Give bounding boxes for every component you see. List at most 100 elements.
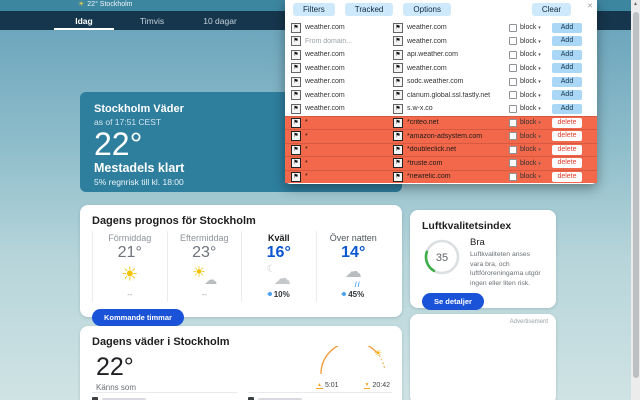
to-domain-field[interactable]: clarium.global.ssl.fastly.net xyxy=(407,91,491,99)
flag-icon[interactable]: ⚑ xyxy=(393,171,403,182)
flag-icon[interactable]: ⚑ xyxy=(291,49,301,60)
flag-icon[interactable]: ⚑ xyxy=(291,103,301,114)
block-checkbox[interactable] xyxy=(509,91,517,100)
coming-hours-button[interactable]: Kommande timmar xyxy=(92,309,184,326)
see-details-button[interactable]: Se detaljer xyxy=(422,293,484,311)
block-checkbox[interactable] xyxy=(509,50,517,59)
from-domain-field[interactable]: weather.com xyxy=(305,64,345,72)
forecast-period[interactable]: Förmiddag 21° -- xyxy=(92,231,167,302)
popup-close-icon[interactable]: ✕ xyxy=(587,3,593,10)
row-action-button[interactable]: Add xyxy=(552,76,582,87)
block-dropdown[interactable]: block ▾ xyxy=(520,173,541,181)
popup-menu-button[interactable]: Filters xyxy=(293,3,335,16)
from-domain-field[interactable]: weather.com xyxy=(305,78,345,86)
forecast-period[interactable]: Kväll 16° 10% xyxy=(241,231,316,302)
block-dropdown[interactable]: block ▾ xyxy=(520,37,541,45)
from-domain-field[interactable]: weather.com xyxy=(305,51,345,59)
to-domain-field[interactable]: *criteo.net xyxy=(407,119,439,127)
block-checkbox[interactable] xyxy=(509,37,517,46)
from-domain-field[interactable]: * xyxy=(305,119,308,127)
flag-icon[interactable]: ⚑ xyxy=(393,131,403,142)
flag-icon[interactable]: ⚑ xyxy=(393,76,403,87)
to-domain-field[interactable]: *amazon-adsystem.com xyxy=(407,132,483,140)
page-scrollbar[interactable]: ▲ xyxy=(631,0,640,400)
row-action-button[interactable]: Add xyxy=(552,103,582,114)
row-action-button[interactable]: Add xyxy=(552,90,582,101)
flag-icon[interactable]: ⚑ xyxy=(393,63,403,74)
to-domain-field[interactable]: sodc.weather.com xyxy=(407,78,464,86)
from-domain-field[interactable]: * xyxy=(305,146,308,154)
block-checkbox[interactable] xyxy=(509,159,517,168)
row-action-button[interactable]: delete xyxy=(552,131,582,142)
block-dropdown[interactable]: block ▾ xyxy=(520,132,541,140)
nav-tab[interactable]: Timvis xyxy=(122,16,182,30)
row-action-button[interactable]: delete xyxy=(552,171,582,182)
to-domain-field[interactable]: *doubleclick.net xyxy=(407,146,457,154)
block-dropdown[interactable]: block ▾ xyxy=(520,119,541,127)
scrollbar-up-icon[interactable]: ▲ xyxy=(633,1,638,7)
flag-icon[interactable]: ⚑ xyxy=(393,36,403,47)
to-domain-field[interactable]: weather.com xyxy=(407,37,447,45)
from-domain-field[interactable]: * xyxy=(305,132,308,140)
flag-icon[interactable]: ⚑ xyxy=(393,90,403,101)
to-domain-field[interactable]: weather.com xyxy=(407,24,447,32)
to-domain-field[interactable]: s.w-x.co xyxy=(407,105,433,113)
forecast-period[interactable]: Över natten 14° 45% xyxy=(315,231,391,302)
from-domain-field[interactable]: weather.com xyxy=(305,24,345,32)
flag-icon[interactable]: ⚑ xyxy=(291,158,301,169)
flag-icon[interactable]: ⚑ xyxy=(393,103,403,114)
flag-icon[interactable]: ⚑ xyxy=(291,117,301,128)
to-domain-field[interactable]: api.weather.com xyxy=(407,51,458,59)
block-checkbox[interactable] xyxy=(509,172,517,181)
row-action-button[interactable]: Add xyxy=(552,49,582,60)
flag-icon[interactable]: ⚑ xyxy=(291,22,301,33)
block-dropdown[interactable]: block ▾ xyxy=(520,64,541,72)
block-dropdown[interactable]: block ▾ xyxy=(520,146,541,154)
row-action-button[interactable]: delete xyxy=(552,117,582,128)
forecast-period[interactable]: Eftermiddag 23° -- xyxy=(166,231,242,302)
block-dropdown[interactable]: block ▾ xyxy=(520,91,541,99)
block-dropdown[interactable]: block ▾ xyxy=(520,51,541,59)
to-domain-field[interactable]: *truste.com xyxy=(407,159,443,167)
block-dropdown[interactable]: block ▾ xyxy=(520,24,541,32)
row-action-button[interactable]: Add xyxy=(552,63,582,74)
flag-icon[interactable]: ⚑ xyxy=(393,144,403,155)
flag-icon[interactable]: ⚑ xyxy=(291,144,301,155)
block-dropdown[interactable]: block ▾ xyxy=(520,105,541,113)
flag-icon[interactable]: ⚑ xyxy=(291,90,301,101)
flag-icon[interactable]: ⚑ xyxy=(393,49,403,60)
flag-icon[interactable]: ⚑ xyxy=(393,22,403,33)
from-domain-field[interactable]: * xyxy=(305,159,308,167)
to-domain-field[interactable]: *newrelic.com xyxy=(407,173,451,181)
block-checkbox[interactable] xyxy=(509,23,517,32)
scrollbar-thumb[interactable] xyxy=(632,12,639,378)
from-domain-field[interactable]: weather.com xyxy=(305,91,345,99)
block-dropdown[interactable]: block ▾ xyxy=(520,159,541,167)
block-checkbox[interactable] xyxy=(509,77,517,86)
from-domain-field[interactable]: From domain... xyxy=(305,37,353,45)
block-checkbox[interactable] xyxy=(509,145,517,154)
flag-icon[interactable]: ⚑ xyxy=(393,117,403,128)
row-action-button[interactable]: Add xyxy=(552,22,582,33)
block-dropdown[interactable]: block ▾ xyxy=(520,78,541,86)
flag-icon[interactable]: ⚑ xyxy=(393,158,403,169)
flag-icon[interactable]: ⚑ xyxy=(291,76,301,87)
nav-tab[interactable]: 10 dagar xyxy=(190,16,250,30)
flag-icon[interactable]: ⚑ xyxy=(291,63,301,74)
row-action-button[interactable]: delete xyxy=(552,144,582,155)
block-checkbox[interactable] xyxy=(509,64,517,73)
popup-menu-button[interactable]: Options xyxy=(403,3,451,16)
row-action-button[interactable]: Add xyxy=(552,36,582,47)
browser-tab[interactable]: ☀ 22° Stockholm xyxy=(78,1,133,8)
flag-icon[interactable]: ⚑ xyxy=(291,131,301,142)
nav-tab[interactable]: Idag xyxy=(54,16,114,30)
block-checkbox[interactable] xyxy=(509,118,517,127)
from-domain-field[interactable]: * xyxy=(305,173,308,181)
row-action-button[interactable]: delete xyxy=(552,158,582,169)
flag-icon[interactable]: ⚑ xyxy=(291,171,301,182)
block-checkbox[interactable] xyxy=(509,132,517,141)
block-checkbox[interactable] xyxy=(509,104,517,113)
clear-button[interactable]: Clear xyxy=(531,3,571,16)
flag-icon[interactable]: ⚑ xyxy=(291,36,301,47)
from-domain-field[interactable]: weather.com xyxy=(305,105,345,113)
